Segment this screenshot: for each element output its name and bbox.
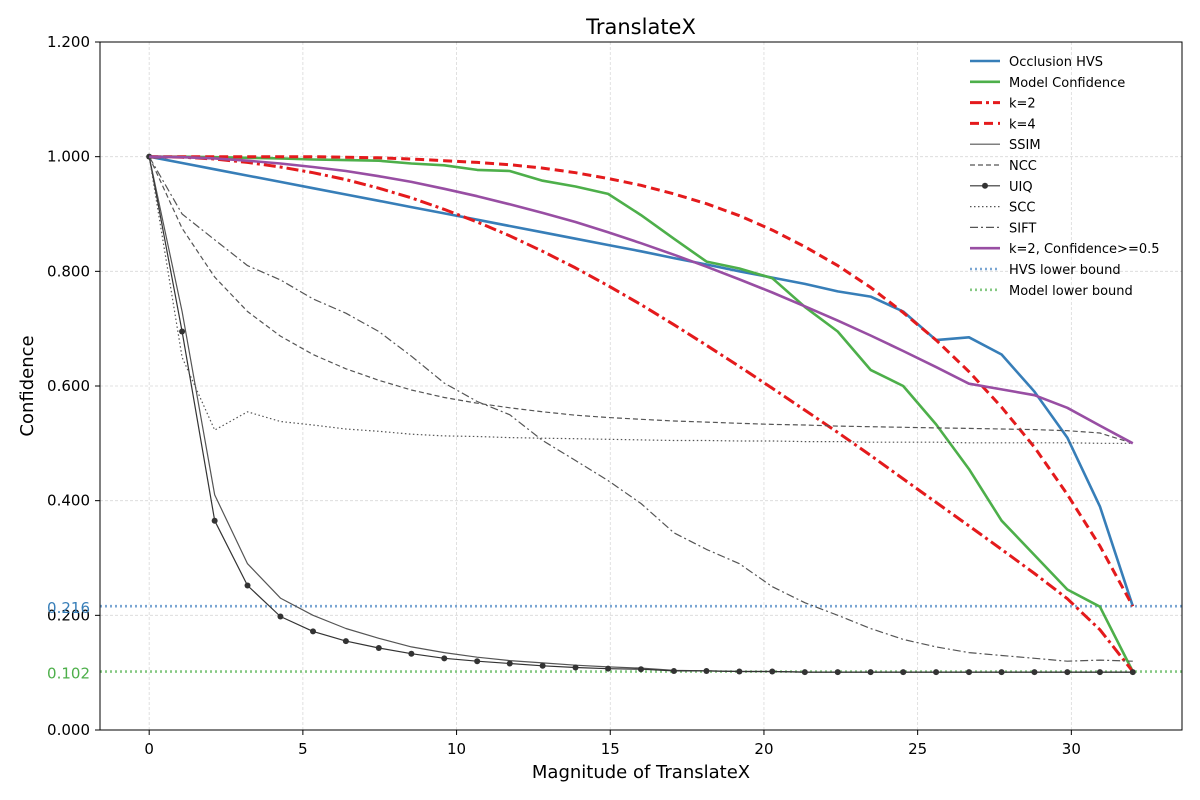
series-point-uiq: [638, 666, 644, 673]
legend-label-ncc: NCC: [1009, 159, 1037, 174]
series-point-uiq: [277, 613, 284, 620]
series-point-uiq: [572, 664, 579, 671]
series-point-uiq: [408, 650, 415, 657]
y-tick-label: 0.800: [47, 262, 90, 280]
series-point-uiq: [736, 668, 743, 675]
series-point-uiq: [867, 669, 874, 676]
series-point-uiq: [769, 668, 776, 675]
legend-label-sift: SIFT: [1009, 221, 1036, 236]
series-point-uiq: [1096, 669, 1103, 676]
series-point-uiq: [605, 665, 612, 672]
y-axis-ticks: 0.000 0.200 0.400 0.600 0.800 1.000 1.200: [47, 33, 100, 739]
y-tick-label: 0.400: [47, 492, 90, 510]
x-axis-ticks: 0 5 10 15 20 25 30: [144, 730, 1081, 758]
legend-marker-uiq: [982, 182, 988, 189]
series-line-sift: [148, 156, 1133, 662]
x-tick-label: 20: [754, 740, 773, 758]
lower-bound-value-label: 0.102: [47, 665, 90, 683]
series-point-uiq: [1064, 669, 1071, 676]
lower-bound-value-label: 0.216: [47, 599, 90, 617]
series-point-uiq: [998, 669, 1005, 676]
x-tick-label: 0: [144, 740, 154, 758]
series-point-uiq: [310, 628, 317, 635]
series-point-uiq: [670, 667, 677, 674]
series-line-scc: [148, 156, 1133, 444]
chart-title: TranslateX: [585, 15, 696, 39]
legend-label-model-confidence: Model Confidence: [1009, 76, 1125, 91]
series-line-model-confidence: [149, 155, 1134, 673]
series-lines: [146, 153, 1136, 676]
x-tick-label: 30: [1062, 740, 1081, 758]
series-point-uiq: [474, 658, 481, 665]
series-line-k-4: [149, 155, 1135, 607]
series-point-uiq: [506, 660, 513, 667]
series-point-uiq: [1129, 669, 1136, 676]
legend-label-hvs-lower-bound: HVS lower bound: [1009, 263, 1121, 278]
y-tick-label: 1.200: [47, 33, 90, 51]
lower-bound-lines: [100, 604, 1182, 673]
legend-label-model-lower-bound: Model lower bound: [1009, 284, 1133, 299]
series-point-uiq: [441, 655, 448, 662]
legend-label-uiq: UIQ: [1009, 180, 1033, 195]
series-point-uiq: [703, 667, 710, 674]
x-tick-label: 25: [908, 740, 927, 758]
series-line-k-2: [149, 155, 1134, 673]
series-line-occlusion-hvs: [148, 155, 1135, 607]
series-point-uiq: [834, 669, 841, 676]
legend-label-k-2: k=2: [1009, 97, 1036, 112]
series-line-uiq: [148, 156, 1133, 673]
y-axis-label: Confidence: [17, 335, 38, 436]
series-point-uiq: [342, 638, 349, 645]
series-line-ssim: [148, 156, 1133, 673]
legend-label-scc: SCC: [1009, 201, 1035, 216]
series-line-k-2-confidence-0-5: [149, 155, 1134, 445]
legend-label-occlusion-hvs: Occlusion HVS: [1009, 55, 1103, 70]
series-point-uiq: [900, 669, 907, 676]
x-tick-label: 15: [601, 740, 620, 758]
legend-label-ssim: SSIM: [1009, 138, 1041, 153]
series-point-uiq: [539, 662, 546, 669]
series-point-uiq: [375, 645, 382, 652]
x-axis-label: Magnitude of TranslateX: [532, 762, 750, 783]
series-point-uiq: [179, 328, 186, 335]
lower-bound-labels: 0.216 0.102: [47, 599, 90, 682]
series-point-uiq: [965, 669, 972, 676]
x-tick-label: 5: [298, 740, 308, 758]
series-point-uiq: [244, 582, 251, 589]
legend: Occlusion HVS Model Confidence k=2 k=4 SSIM N…: [970, 55, 1160, 299]
y-tick-label: 0.600: [47, 377, 90, 395]
series-point-uiq: [933, 669, 940, 676]
legend-label-k-2-confidence-0-5: k=2, Confidence>=0.5: [1009, 242, 1160, 257]
series-point-uiq: [211, 517, 218, 524]
y-tick-label: 0.200: [47, 606, 90, 624]
series-line-ncc: [148, 156, 1133, 444]
y-tick-label: 1.000: [47, 148, 90, 166]
series-point-uiq: [1031, 669, 1038, 676]
series-point-uiq: [801, 669, 808, 676]
legend-label-k-4: k=4: [1009, 117, 1036, 132]
x-tick-label: 10: [447, 740, 466, 758]
y-tick-label: 0.000: [47, 721, 90, 739]
